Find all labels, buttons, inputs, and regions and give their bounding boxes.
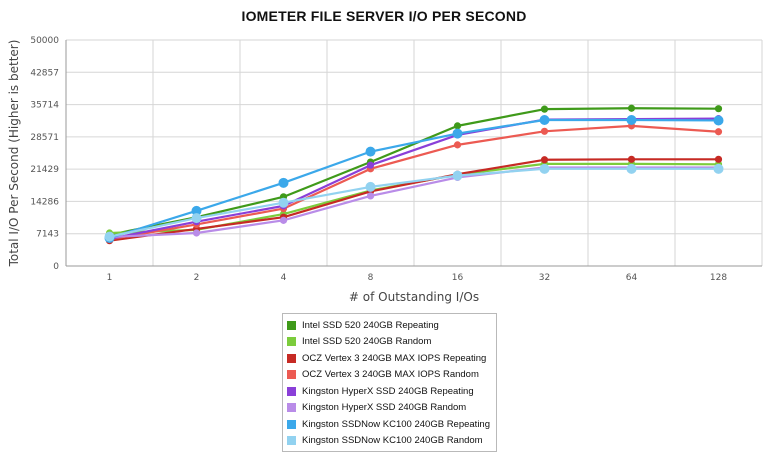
data-point <box>540 105 549 113</box>
data-point <box>191 205 202 216</box>
legend-label: OCZ Vertex 3 240GB MAX IOPS Random <box>302 369 479 381</box>
data-point <box>452 128 463 139</box>
x-axis-title: # of Outstanding I/Os <box>349 290 479 304</box>
data-point <box>453 122 462 130</box>
y-tick-label: 35714 <box>30 101 59 111</box>
x-tick-label: 64 <box>626 273 638 283</box>
data-point <box>366 161 375 169</box>
series-7 <box>104 163 724 242</box>
data-point <box>713 163 724 174</box>
x-tick-label: 32 <box>539 273 550 283</box>
y-tick-label: 7143 <box>36 230 59 240</box>
legend-label: Intel SSD 520 240GB Random <box>302 336 432 348</box>
data-point <box>278 177 289 188</box>
y-tick-label: 21429 <box>30 165 59 175</box>
x-tick-label: 8 <box>368 273 374 283</box>
data-point <box>278 197 289 208</box>
legend-label: Kingston SSDNow KC100 240GB Random <box>302 435 483 447</box>
x-tick-label: 4 <box>281 273 287 283</box>
series-line <box>109 124 719 241</box>
series-line <box>109 166 719 239</box>
data-point <box>627 104 636 112</box>
y-tick-label: 42857 <box>30 68 59 78</box>
data-point <box>540 127 549 135</box>
data-point <box>279 216 288 224</box>
data-point <box>365 146 376 157</box>
legend-item: Kingston HyperX SSD 240GB Random <box>287 400 492 417</box>
legend-swatch <box>287 403 296 413</box>
legend-swatch <box>287 370 296 380</box>
y-tick-label: 50000 <box>30 36 59 46</box>
legend-item: OCZ Vertex 3 240GB MAX IOPS Repeating <box>287 350 492 367</box>
legend-swatch <box>287 353 296 363</box>
legend-item: Intel SSD 520 240GB Random <box>287 334 492 351</box>
data-point <box>713 115 724 126</box>
data-point <box>626 115 637 126</box>
x-tick-label: 2 <box>194 273 200 283</box>
legend-swatch <box>287 436 296 446</box>
data-point <box>191 213 202 224</box>
data-point <box>626 163 637 174</box>
legend-swatch <box>287 320 296 330</box>
y-axis-title: Total I/O Per Second (Higher is better) <box>7 40 21 268</box>
series-line <box>109 158 719 242</box>
y-tick-label: 0 <box>53 262 59 272</box>
data-point <box>452 170 463 181</box>
data-point <box>366 192 375 200</box>
legend-label: Kingston SSDNow KC100 240GB Repeating <box>302 418 491 430</box>
legend-label: Kingston HyperX SSD 240GB Repeating <box>302 385 474 397</box>
legend-item: OCZ Vertex 3 240GB MAX IOPS Random <box>287 367 492 384</box>
legend-label: Intel SSD 520 240GB Repeating <box>302 319 439 331</box>
data-point <box>192 229 201 237</box>
series-line <box>109 167 719 238</box>
x-tick-label: 128 <box>710 273 727 283</box>
x-tick-label: 16 <box>452 273 464 283</box>
data-point <box>365 181 376 192</box>
tick-labels: 0 7143 14286 21429 28571 35714 42857 50000 1 2 4 8 1… <box>30 36 727 283</box>
y-tick-label: 14286 <box>30 197 59 207</box>
legend-swatch <box>287 419 296 429</box>
series-line <box>109 118 719 240</box>
series-layer <box>104 104 724 245</box>
data-point <box>104 231 115 242</box>
chart-title: IOMETER FILE SERVER I/O PER SECOND <box>241 8 527 24</box>
x-tick-label: 1 <box>107 273 113 283</box>
y-tick-label: 28571 <box>30 133 59 143</box>
legend-label: OCZ Vertex 3 240GB MAX IOPS Repeating <box>302 352 487 364</box>
legend: Intel SSD 520 240GB Repeating Intel SSD 5… <box>282 313 497 452</box>
series-line <box>109 107 719 236</box>
legend-item: Kingston SSDNow KC100 240GB Repeating <box>287 416 492 433</box>
data-point <box>627 155 636 163</box>
legend-swatch <box>287 386 296 396</box>
legend-item: Kingston SSDNow KC100 240GB Random <box>287 433 492 450</box>
legend-swatch <box>287 337 296 347</box>
legend-item: Intel SSD 520 240GB Repeating <box>287 317 492 334</box>
data-point <box>453 141 462 149</box>
data-point <box>714 105 723 113</box>
axes <box>65 40 762 267</box>
legend-label: Kingston HyperX SSD 240GB Random <box>302 402 467 414</box>
data-point <box>539 115 550 126</box>
data-point <box>539 163 550 174</box>
data-point <box>714 128 723 136</box>
legend-item: Kingston HyperX SSD 240GB Repeating <box>287 383 492 400</box>
data-point <box>540 156 549 164</box>
data-point <box>714 155 723 163</box>
